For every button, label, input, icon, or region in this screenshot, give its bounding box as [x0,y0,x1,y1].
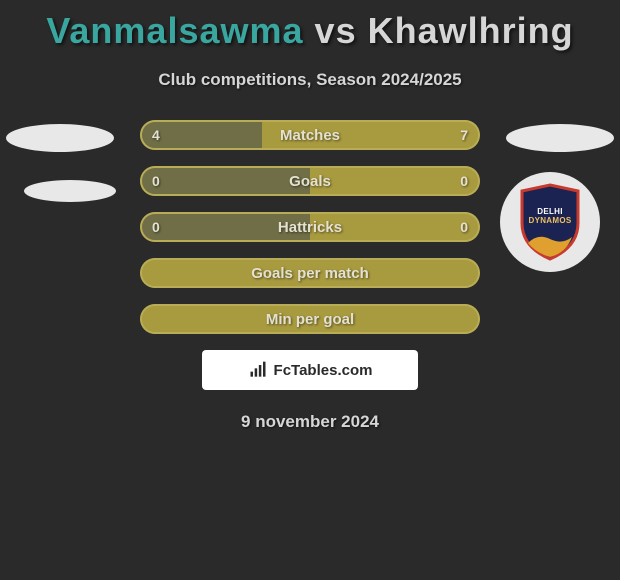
stat-bar: Matches47 [140,120,480,150]
source-box: FcTables.com [202,350,418,390]
stat-bar-border [140,304,480,334]
right-player-oval [506,124,614,152]
club-shield-text: DELHI DYNAMOS [518,207,582,225]
stat-bar: Min per goal [140,304,480,334]
stat-bar: Hattricks00 [140,212,480,242]
left-player-oval-1 [6,124,114,152]
title-vs: vs [315,10,357,51]
stat-bar-border [140,258,480,288]
club-shield: DELHI DYNAMOS [518,183,582,261]
stat-bar-label: Goals per match [140,258,480,288]
stat-bar: Goals00 [140,166,480,196]
title-right-name: Khawlhring [368,10,574,51]
club-line2: DYNAMOS [518,216,582,225]
club-line1: DELHI [518,207,582,216]
stat-bar-right-value: 0 [460,212,468,242]
left-player-oval-2 [24,180,116,202]
source-text: FcTables.com [274,362,373,379]
stat-bar-fill [140,212,310,242]
page-title: Vanmalsawma vs Khawlhring [0,0,620,52]
stat-bar-fill [140,166,310,196]
title-left-name: Vanmalsawma [46,10,303,51]
stat-bar-right-value: 0 [460,166,468,196]
stat-bar-right-value: 7 [460,120,468,150]
chart-icon [248,360,268,380]
subtitle: Club competitions, Season 2024/2025 [0,70,620,90]
right-club-logo: DELHI DYNAMOS [500,172,600,272]
stat-bars: Matches47 Goals00 Hattricks00 Goals per mat… [140,120,480,334]
stat-bar-fill [140,120,262,150]
stat-bar: Goals per match [140,258,480,288]
stat-bar-label: Min per goal [140,304,480,334]
date-text: 9 november 2024 [0,412,620,432]
